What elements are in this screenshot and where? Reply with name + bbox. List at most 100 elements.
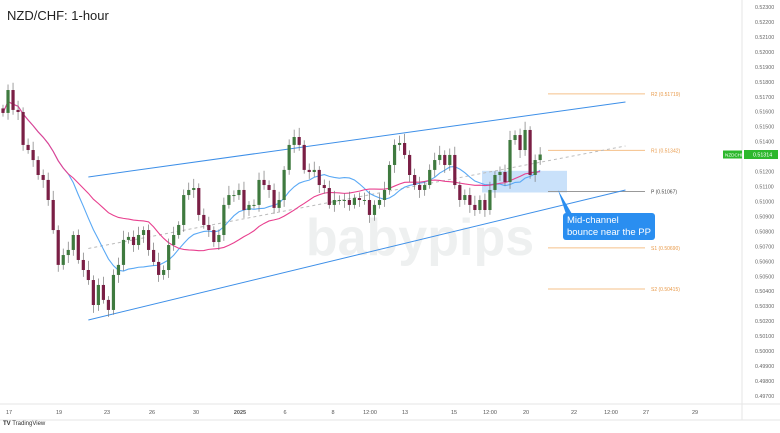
candle-body	[387, 164, 392, 190]
candle-body	[252, 204, 256, 206]
candle-body	[61, 255, 65, 265]
candle-body	[192, 188, 196, 190]
candle-body	[458, 185, 462, 200]
candle-body	[157, 261, 161, 275]
time-tick-label: 12:00	[483, 410, 497, 416]
pivot-label-r2: R2 (0.51719)	[651, 92, 681, 98]
price-tick-label: 0.49700	[755, 394, 774, 400]
candle-body	[247, 204, 251, 211]
candle-body	[468, 195, 472, 205]
time-tick-label: 12:00	[363, 410, 377, 416]
pivot-label-r1: R1 (0.51342)	[651, 148, 681, 154]
price-tick-label: 0.50500	[755, 274, 774, 280]
candle-body	[106, 299, 111, 310]
candle-body	[513, 135, 517, 140]
time-tick-label: 6	[283, 410, 286, 416]
channel-lower-line	[88, 189, 626, 321]
candle-body	[51, 199, 55, 231]
time-tick-label: 26	[149, 410, 155, 416]
candle-body	[242, 189, 246, 211]
candle-body	[277, 199, 281, 208]
candle-body	[257, 179, 261, 205]
chart-title: NZD/CHF: 1-hour	[7, 8, 109, 23]
candle-body	[362, 199, 367, 201]
price-tick-label: 0.50300	[755, 304, 774, 310]
price-tick-label: 0.49900	[755, 364, 774, 370]
candle-body	[438, 154, 442, 161]
time-tick-label: 15	[451, 410, 457, 416]
price-tick-label: 0.51500	[755, 125, 774, 131]
candle-body	[342, 199, 346, 201]
price-tick-label: 0.52200	[755, 20, 774, 26]
pivot-label-s2: S2 (0.50415)	[651, 287, 680, 293]
candle-body	[36, 160, 40, 176]
candle-body	[237, 189, 241, 196]
candle-body	[96, 284, 100, 306]
candle-body	[6, 90, 10, 113]
candle-body	[121, 239, 126, 265]
candle-body	[46, 179, 50, 200]
candle-body	[287, 144, 291, 170]
candle-body	[116, 264, 121, 275]
candle-body	[152, 249, 156, 262]
candle-body	[136, 234, 141, 246]
time-tick-label: 13	[402, 410, 408, 416]
candle-body	[483, 199, 487, 211]
candle-body	[81, 259, 85, 270]
candle-body	[202, 214, 206, 225]
candle-body	[357, 198, 362, 200]
time-tick-label: 19	[56, 410, 62, 416]
candle-body	[207, 224, 211, 231]
time-tick-label: 22	[571, 410, 577, 416]
candle-body	[493, 175, 497, 190]
candle-body	[403, 142, 407, 155]
candle-body	[453, 154, 457, 186]
candle-body	[473, 204, 477, 211]
sma-fast-line	[2, 100, 541, 272]
candle-body	[227, 195, 231, 205]
candle-body	[382, 189, 387, 200]
callout-pointer	[558, 190, 572, 214]
candle-body	[443, 154, 447, 165]
candle-body	[347, 199, 351, 205]
time-tick-label: 20	[523, 410, 529, 416]
candle-body	[523, 129, 527, 151]
candle-body	[187, 189, 191, 196]
candle-body	[292, 137, 296, 145]
candle-body	[332, 199, 336, 205]
candle-body	[222, 204, 226, 235]
price-tick-label: 0.50100	[755, 334, 774, 340]
time-tick-label: 27	[643, 410, 649, 416]
time-tick-label: 12:00	[604, 410, 618, 416]
price-tick-label: 0.50400	[755, 289, 774, 295]
candle-body	[463, 195, 467, 200]
candle-body	[11, 90, 15, 110]
price-tick-label: 0.51900	[755, 65, 774, 71]
candle-body	[423, 185, 427, 190]
candle-body	[172, 234, 176, 246]
candle-body	[272, 189, 276, 208]
price-tick-label: 0.51400	[755, 140, 774, 146]
tradingview-logo: TV TradingView	[3, 421, 46, 427]
price-tick-label: 0.50600	[755, 259, 774, 265]
last-price-tag	[744, 150, 778, 160]
candle-body	[217, 234, 221, 243]
time-tick-label: 30	[193, 410, 199, 416]
price-tick-label: 0.52300	[755, 5, 774, 11]
pivot-label-p: P (0.51067)	[651, 189, 677, 195]
candle-body	[1, 108, 5, 113]
price-tick-label: 0.49800	[755, 379, 774, 385]
candle-body	[538, 154, 542, 161]
candle-body	[327, 188, 331, 205]
candle-body	[31, 150, 35, 161]
candle-body	[212, 230, 216, 243]
candle-body	[317, 169, 321, 186]
candle-body	[167, 245, 171, 270]
candle-body	[533, 160, 537, 176]
candle-body	[478, 199, 482, 211]
candle-body	[307, 169, 311, 173]
candle-body	[71, 234, 75, 250]
candle-body	[111, 274, 116, 310]
